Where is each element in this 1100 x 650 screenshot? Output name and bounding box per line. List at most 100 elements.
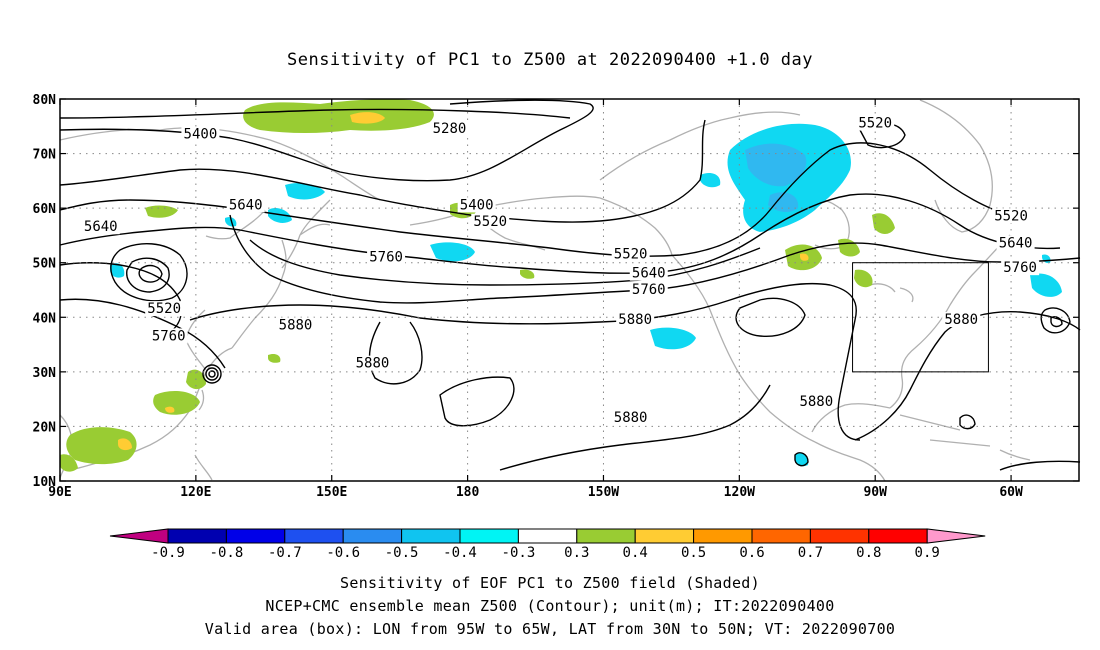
contour-label-bg	[992, 208, 1031, 224]
colorbar-box	[517, 528, 578, 544]
colorbar-box	[284, 528, 344, 544]
colorbar: -0.9 -0.8 -0.7 -0.6 -0.5 -0.4 -0.3 0.3 0.4 0.5 0.6…	[109, 528, 986, 561]
lon-tick-label: 120E	[180, 485, 211, 500]
contour-label: 5640	[632, 266, 666, 282]
contour-label: 5400	[460, 197, 494, 213]
contour-label-bg	[471, 213, 510, 229]
colorbar-label: 0.9	[915, 545, 940, 561]
contour-label-bg	[367, 249, 406, 265]
lon-tick-label: 120W	[724, 485, 755, 500]
colorbar-box	[225, 528, 286, 544]
contour-label-bg	[629, 282, 668, 297]
colorbar-box	[868, 528, 928, 544]
contour-label: 5520	[994, 208, 1028, 224]
lon-tick-label: 90E	[48, 485, 71, 500]
contour-label: 5880	[944, 312, 978, 328]
colorbar-label: 0.7	[798, 545, 823, 561]
contour-label: 5520	[473, 214, 507, 230]
colorbar-box	[751, 528, 811, 544]
contour-label: 5640	[229, 197, 263, 213]
contour-label: 5880	[618, 312, 652, 328]
contour-label: 5400	[184, 126, 218, 142]
coastlines	[59, 99, 1031, 482]
contour-label-bg	[226, 197, 265, 213]
contour-label-bg	[276, 317, 315, 333]
colorbar-arrow-low	[109, 528, 169, 544]
grid-lines	[60, 99, 1079, 481]
contour-label-bg	[942, 312, 981, 328]
colorbar-box	[459, 528, 519, 544]
caption-shaded: Sensitivity of EOF PC1 to Z500 field (Sh…	[340, 574, 760, 592]
contour-label: 5880	[799, 394, 833, 410]
colorbar-box	[809, 528, 870, 544]
contour-label-bg	[611, 246, 650, 262]
lat-tick-label: 60N	[33, 202, 57, 217]
chart-title: Sensitivity of PC1 to Z500 at 2022090400…	[286, 50, 813, 70]
colorbar-label: 0.5	[681, 545, 706, 561]
lon-tick-label: 90W	[863, 485, 887, 500]
contour-label: 5760	[632, 282, 666, 298]
lat-tick-label: 70N	[33, 148, 57, 163]
colorbar-label: 0.4	[623, 545, 648, 561]
contour-label-bg	[430, 121, 469, 137]
colorbar-label: -0.7	[268, 545, 302, 561]
colorbar-label: -0.5	[385, 545, 419, 561]
contour-label-bg	[457, 197, 496, 213]
colorbar-label: 0.8	[856, 545, 881, 561]
colorbar-label: -0.3	[502, 545, 536, 561]
caption-contour: NCEP+CMC ensemble mean Z500 (Contour); u…	[265, 597, 835, 615]
lat-tick-label: 10N	[33, 475, 57, 490]
colorbar-box	[342, 528, 403, 544]
lat-tick-label: 50N	[33, 257, 57, 272]
contour-label: 5880	[356, 356, 390, 372]
lon-tick-label: 180	[456, 485, 480, 500]
colorbar-label: 0.6	[739, 545, 764, 561]
lon-tick-label: 150W	[588, 485, 619, 500]
contour-label: 5760	[369, 249, 403, 265]
contour-label: 5880	[614, 410, 648, 426]
colorbar-box	[401, 528, 461, 544]
contour-label-bg	[353, 355, 392, 371]
map-frame	[59, 98, 1080, 482]
colorbar-box	[576, 528, 636, 544]
colorbar-box	[634, 528, 695, 544]
contour-label-bg	[629, 265, 668, 281]
colorbar-box	[167, 528, 227, 544]
contour-label: 5640	[84, 219, 118, 235]
lat-tick-label: 30N	[33, 366, 57, 381]
lat-tick-label: 80N	[33, 93, 57, 108]
lat-tick-label: 40N	[33, 311, 57, 326]
contour-label-bg	[996, 235, 1035, 251]
colorbar-label: -0.8	[210, 545, 244, 561]
contour-label-bg	[81, 219, 120, 235]
caption-valid-area: Valid area (box): LON from 95W to 65W, L…	[204, 620, 896, 638]
colorbar-label: -0.9	[151, 545, 185, 561]
colorbar-box	[693, 528, 753, 544]
contour-label: 5280	[433, 121, 467, 137]
contour-label: 5880	[279, 317, 313, 333]
contour-label-bg	[149, 328, 188, 344]
contour-label: 5760	[152, 328, 186, 344]
contour-label-bg	[611, 410, 650, 426]
z500-contours	[59, 99, 1081, 471]
contour-label: 5520	[147, 301, 181, 317]
contour-label: 5520	[614, 247, 648, 263]
contour-label-bg	[145, 301, 184, 317]
contour-label: 5520	[858, 116, 892, 132]
sensitivity-shading	[60, 99, 1062, 472]
colorbar-label: 0.3	[564, 545, 589, 561]
contour-label-bg	[1001, 260, 1040, 276]
contour-label-bg	[797, 393, 836, 409]
colorbar-label: -0.4	[443, 545, 477, 561]
colorbar-label: -0.6	[326, 545, 360, 561]
contour-label-bg	[181, 126, 220, 142]
lon-tick-label: 60W	[999, 485, 1023, 500]
valid-area-rect	[852, 262, 989, 373]
contour-label: 5640	[999, 236, 1033, 252]
contour-label-bg	[616, 312, 655, 328]
contour-label-bg	[856, 115, 895, 131]
contour-label: 5760	[1003, 260, 1037, 276]
